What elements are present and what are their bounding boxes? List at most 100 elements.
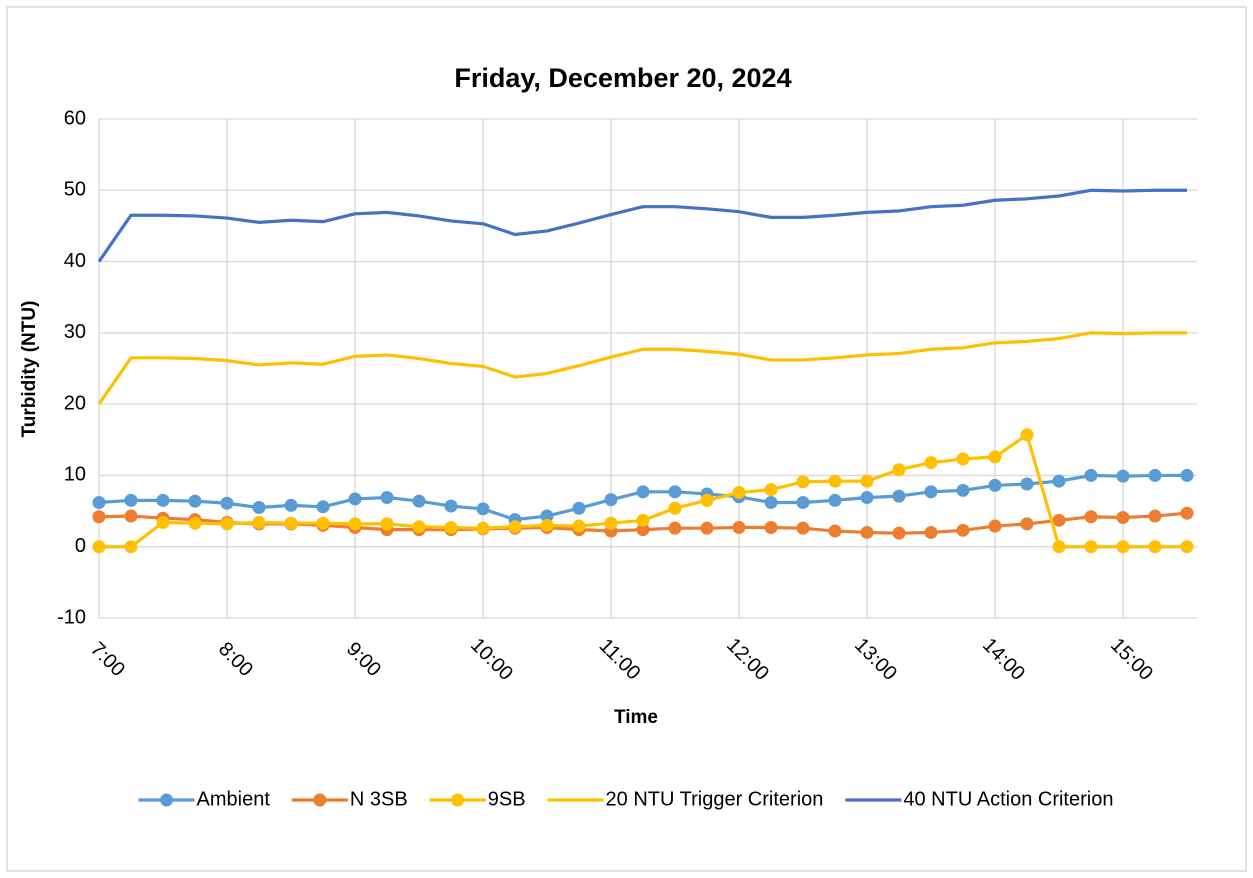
data-point: [828, 493, 842, 507]
data-point: [956, 523, 970, 537]
data-point: [1180, 468, 1194, 482]
legend-marker: [451, 793, 465, 807]
data-point: [732, 520, 746, 534]
legend-item: N 3SB: [291, 788, 408, 810]
chart-title: Friday, December 20, 2024: [454, 63, 791, 93]
data-point: [124, 509, 138, 523]
data-point: [1020, 477, 1034, 491]
data-point: [924, 485, 938, 499]
data-point: [476, 521, 490, 535]
data-point: [156, 493, 170, 507]
data-point: [252, 501, 266, 515]
data-point: [444, 499, 458, 513]
data-point: [508, 520, 522, 534]
data-point: [636, 523, 650, 537]
data-point: [636, 485, 650, 499]
data-point: [380, 517, 394, 531]
data-point: [764, 483, 778, 497]
legend-label: 20 NTU Trigger Criterion: [606, 788, 824, 810]
data-point: [828, 524, 842, 538]
data-point: [284, 516, 298, 530]
y-tick-label: 40: [64, 250, 86, 272]
data-point: [1148, 540, 1162, 554]
data-point: [636, 513, 650, 527]
data-point: [924, 525, 938, 539]
data-point: [284, 498, 298, 512]
data-point: [668, 521, 682, 535]
data-point: [124, 493, 138, 507]
data-point: [316, 516, 330, 530]
y-tick-label: 60: [64, 107, 86, 129]
data-point: [796, 521, 810, 535]
data-point: [1052, 540, 1066, 554]
data-point: [540, 509, 554, 523]
data-point: [988, 478, 1002, 492]
series: [97, 331, 1187, 406]
y-tick-label: 20: [64, 392, 86, 414]
y-tick-label: -10: [57, 606, 86, 628]
y-tick-label: 50: [64, 179, 86, 201]
data-point: [700, 521, 714, 535]
y-tick-label: 30: [64, 321, 86, 343]
data-point: [572, 501, 586, 515]
data-point: [668, 501, 682, 515]
data-point: [316, 500, 330, 514]
series: [92, 428, 1194, 554]
data-point: [1052, 474, 1066, 488]
legend-label: 9SB: [488, 788, 526, 810]
data-point: [1180, 540, 1194, 554]
data-point: [1148, 468, 1162, 482]
data-point: [796, 496, 810, 510]
legend-label: Ambient: [197, 788, 271, 810]
x-axis-title: Time: [614, 707, 658, 728]
data-line: [97, 331, 1187, 406]
data-point: [1084, 510, 1098, 524]
data-point: [380, 491, 394, 505]
data-point: [220, 517, 234, 531]
y-axis-title: Turbidity (NTU): [19, 301, 40, 438]
data-point: [348, 492, 362, 506]
data-point: [988, 450, 1002, 464]
data-point: [124, 540, 138, 554]
data-point: [444, 520, 458, 534]
data-point: [604, 493, 618, 507]
legend-item: 40 NTU Action Criterion: [845, 788, 1113, 810]
data-point: [1116, 469, 1130, 483]
legend-item: 20 NTU Trigger Criterion: [547, 788, 824, 810]
series: [97, 188, 1187, 263]
data-point: [828, 474, 842, 488]
data-point: [700, 493, 714, 507]
data-point: [796, 475, 810, 489]
data-line: [97, 188, 1187, 263]
data-point: [252, 515, 266, 529]
y-tick-label: 10: [64, 464, 86, 486]
data-point: [220, 496, 234, 510]
data-point: [1180, 506, 1194, 520]
data-point: [860, 474, 874, 488]
data-point: [1084, 540, 1098, 554]
legend-item: Ambient: [138, 788, 271, 810]
data-point: [956, 483, 970, 497]
legend-label: 40 NTU Action Criterion: [903, 788, 1113, 810]
data-point: [892, 463, 906, 477]
data-point: [892, 526, 906, 540]
data-point: [764, 496, 778, 510]
data-point: [476, 502, 490, 516]
data-point: [956, 452, 970, 466]
series: [92, 468, 1194, 527]
legend-marker: [313, 793, 327, 807]
data-point: [1052, 513, 1066, 527]
data-point: [1116, 510, 1130, 524]
y-tick-label: 0: [75, 535, 86, 557]
data-point: [188, 494, 202, 508]
data-point: [540, 518, 554, 532]
data-point: [668, 485, 682, 499]
legend-marker: [160, 793, 174, 807]
data-point: [156, 515, 170, 529]
legend-item: 9SB: [429, 788, 526, 810]
data-point: [92, 540, 106, 554]
legend-label: N 3SB: [350, 788, 408, 810]
data-point: [892, 489, 906, 503]
data-point: [924, 456, 938, 470]
